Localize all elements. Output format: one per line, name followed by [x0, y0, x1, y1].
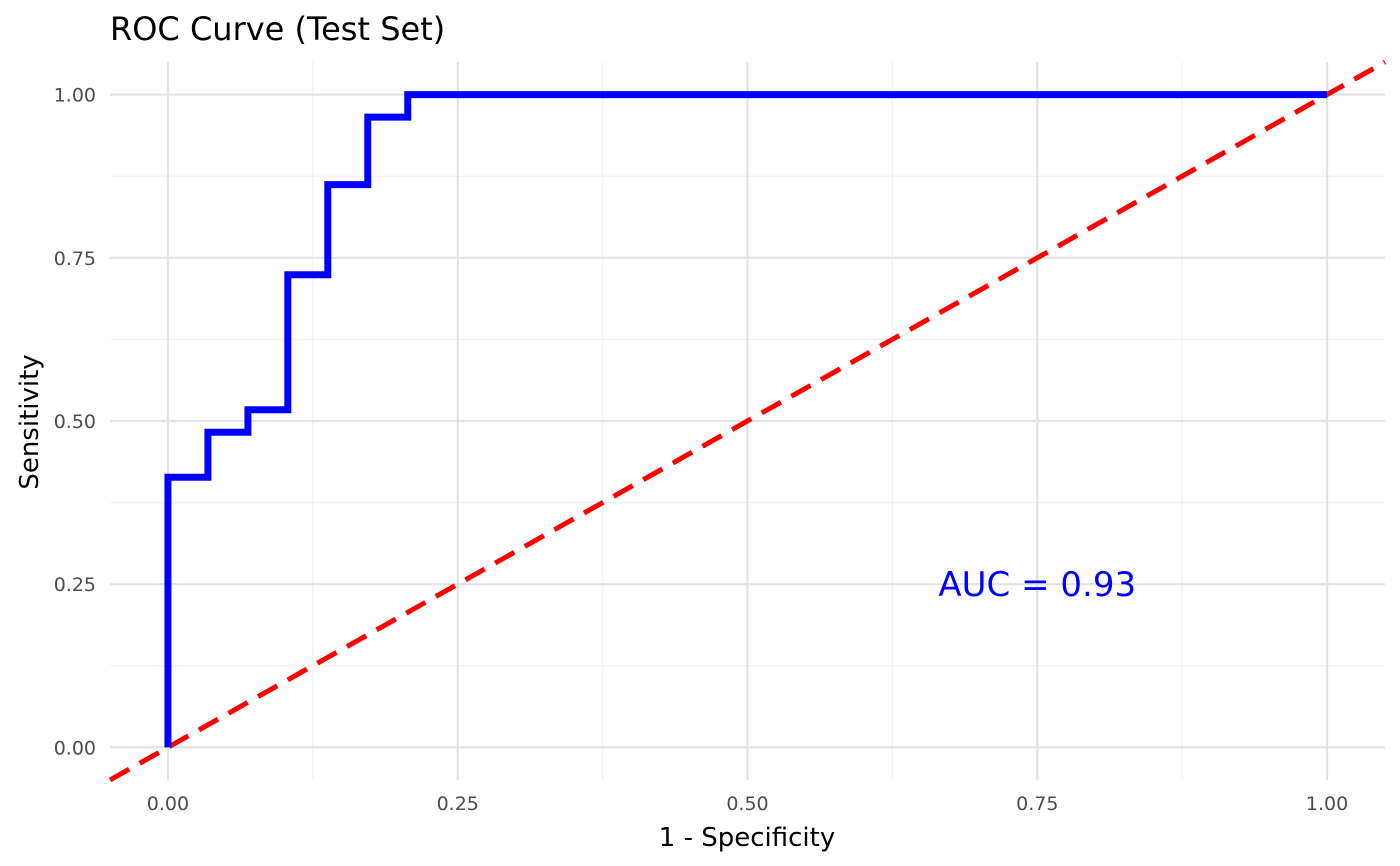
x-tick-label: 0.75	[1016, 793, 1058, 815]
annotation-layer: AUC = 0.93	[938, 565, 1136, 605]
y-tick-label: 0.50	[54, 411, 96, 433]
x-tick-label: 0.00	[147, 793, 189, 815]
y-axis-title: Sensitivity	[15, 354, 45, 489]
x-axis-title: 1 - Specificity	[659, 823, 835, 853]
y-tick-label: 0.00	[54, 737, 96, 759]
series-layer	[108, 59, 1387, 783]
roc-curve-line	[164, 91, 1328, 748]
y-tick-label: 0.25	[54, 574, 96, 596]
x-tick-label: 0.50	[726, 793, 768, 815]
reference-diagonal-line	[108, 59, 1387, 783]
x-tick-label: 0.25	[437, 793, 479, 815]
tick-layer: 0.00 0.25 0.50 0.75 1.00 0.00 0.25 0.50 0.75 1.00	[54, 85, 1349, 815]
x-tick-label: 1.00	[1306, 793, 1348, 815]
chart-title: ROC Curve (Test Set)	[110, 10, 445, 48]
auc-annotation: AUC = 0.93	[938, 565, 1136, 605]
y-tick-label: 0.75	[54, 248, 96, 270]
y-tick-label: 1.00	[54, 85, 96, 107]
